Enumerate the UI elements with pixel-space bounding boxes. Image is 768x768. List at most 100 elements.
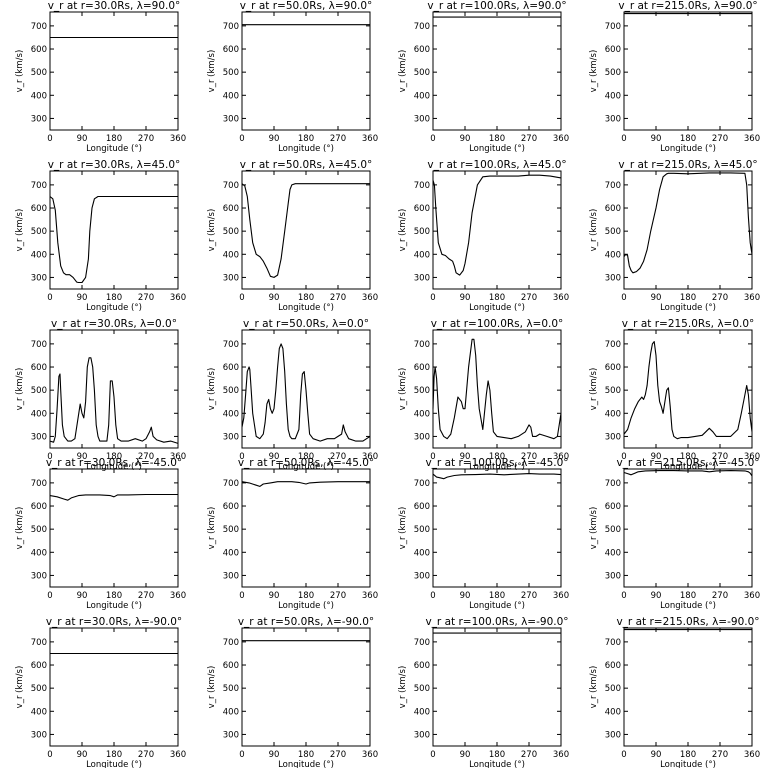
chart-panel: v_r at r=50.0Rs, λ=90.0° 0 90 180 270 360 300 4… bbox=[207, 0, 378, 154]
x-axis-label: Longitude (°) bbox=[660, 601, 716, 611]
x-tick-label: 270 bbox=[330, 591, 346, 601]
y-tick-label: 700 bbox=[31, 479, 47, 489]
y-tick-label: 700 bbox=[605, 181, 621, 191]
series-line bbox=[623, 470, 753, 477]
x-tick-label: 360 bbox=[170, 293, 186, 303]
x-tick-label: 90 bbox=[269, 591, 280, 601]
y-tick-label: 300 bbox=[414, 114, 430, 124]
series-line bbox=[623, 172, 753, 274]
plot-frame bbox=[623, 329, 753, 449]
y-axis-label: v_r (km/s) bbox=[15, 368, 25, 411]
plot-frame bbox=[432, 468, 562, 588]
y-tick-label: 500 bbox=[414, 227, 430, 237]
x-tick-label: 270 bbox=[521, 134, 537, 144]
series-line bbox=[623, 341, 753, 440]
x-axis-label: Longitude (°) bbox=[278, 462, 334, 472]
x-tick-label: 360 bbox=[362, 134, 378, 144]
y-tick-label: 500 bbox=[31, 68, 47, 78]
chart-title: v_r at r=215.0Rs, λ=45.0° bbox=[618, 159, 757, 171]
x-axis-label: Longitude (°) bbox=[278, 760, 334, 768]
x-tick-label: 90 bbox=[269, 134, 280, 144]
y-tick-label: 600 bbox=[31, 363, 47, 373]
chart-title: v_r at r=215.0Rs, λ=90.0° bbox=[618, 0, 757, 12]
x-tick-label: 180 bbox=[489, 750, 505, 760]
chart-title: v_r at r=30.0Rs, λ=45.0° bbox=[48, 159, 181, 171]
x-tick-label: 270 bbox=[712, 750, 728, 760]
y-axis-label: v_r (km/s) bbox=[589, 209, 599, 252]
x-tick-label: 90 bbox=[77, 591, 88, 601]
y-tick-label: 400 bbox=[31, 91, 47, 101]
x-tick-label: 270 bbox=[712, 293, 728, 303]
plot-frame bbox=[49, 11, 179, 131]
chart-title: v_r at r=50.0Rs, λ=45.0° bbox=[240, 159, 373, 171]
x-tick-label: 90 bbox=[460, 750, 471, 760]
x-tick-label: 360 bbox=[744, 134, 760, 144]
chart-title: v_r at r=50.0Rs, λ=0.0° bbox=[243, 318, 369, 330]
y-tick-label: 400 bbox=[223, 409, 239, 419]
y-axis-label: v_r (km/s) bbox=[15, 50, 25, 93]
x-tick-label: 360 bbox=[170, 591, 186, 601]
x-tick-label: 360 bbox=[553, 293, 569, 303]
x-tick-label: 0 bbox=[47, 293, 52, 303]
y-tick-label: 500 bbox=[605, 684, 621, 694]
y-tick-label: 300 bbox=[605, 114, 621, 124]
chart-panel: v_r at r=30.0Rs, λ=-90.0° 0 90 180 270 360 300… bbox=[15, 616, 186, 768]
x-tick-label: 180 bbox=[680, 452, 696, 462]
x-tick-label: 180 bbox=[106, 293, 122, 303]
chart-title: v_r at r=50.0Rs, λ=90.0° bbox=[240, 0, 373, 12]
y-tick-label: 400 bbox=[414, 250, 430, 260]
y-tick-label: 600 bbox=[223, 45, 239, 55]
x-tick-label: 90 bbox=[77, 750, 88, 760]
x-tick-label: 180 bbox=[106, 591, 122, 601]
y-axis-label: v_r (km/s) bbox=[589, 368, 599, 411]
chart-panel: v_r at r=50.0Rs, λ=-45.0° 0 90 180 270 360 300… bbox=[207, 457, 378, 611]
chart-panel: v_r at r=30.0Rs, λ=90.0° 0 90 180 270 360 300 4… bbox=[15, 0, 186, 154]
y-tick-label: 400 bbox=[31, 548, 47, 558]
y-tick-label: 700 bbox=[414, 181, 430, 191]
y-tick-label: 500 bbox=[414, 386, 430, 396]
x-tick-label: 360 bbox=[362, 591, 378, 601]
x-tick-label: 360 bbox=[170, 134, 186, 144]
y-tick-label: 600 bbox=[223, 363, 239, 373]
x-tick-label: 90 bbox=[77, 293, 88, 303]
y-tick-label: 500 bbox=[605, 525, 621, 535]
series-line bbox=[241, 481, 370, 487]
x-tick-label: 180 bbox=[680, 134, 696, 144]
y-tick-label: 600 bbox=[414, 363, 430, 373]
y-tick-label: 400 bbox=[605, 548, 621, 558]
plot-frame bbox=[623, 468, 753, 588]
x-tick-label: 270 bbox=[138, 293, 154, 303]
chart-panel: v_r at r=50.0Rs, λ=45.0° 0 90 180 270 360 300 4… bbox=[207, 159, 378, 313]
y-tick-label: 700 bbox=[31, 340, 47, 350]
chart-panel: v_r at r=215.0Rs, λ=-45.0° 0 90 180 270 360 30… bbox=[589, 457, 760, 611]
y-tick-label: 700 bbox=[605, 22, 621, 32]
y-tick-label: 600 bbox=[31, 45, 47, 55]
y-tick-label: 700 bbox=[605, 479, 621, 489]
y-tick-label: 500 bbox=[605, 227, 621, 237]
x-tick-label: 270 bbox=[712, 452, 728, 462]
y-tick-label: 300 bbox=[414, 273, 430, 283]
x-tick-label: 270 bbox=[521, 750, 537, 760]
x-tick-label: 90 bbox=[651, 452, 662, 462]
x-axis-label: Longitude (°) bbox=[86, 760, 142, 768]
x-tick-label: 360 bbox=[744, 591, 760, 601]
chart-title: v_r at r=100.0Rs, λ=90.0° bbox=[427, 0, 566, 12]
y-tick-label: 400 bbox=[605, 409, 621, 419]
y-tick-label: 300 bbox=[31, 571, 47, 581]
y-axis-label: v_r (km/s) bbox=[207, 507, 217, 550]
y-axis-label: v_r (km/s) bbox=[15, 666, 25, 709]
y-tick-label: 400 bbox=[605, 91, 621, 101]
y-tick-label: 600 bbox=[31, 204, 47, 214]
series-line bbox=[49, 493, 178, 501]
x-tick-label: 90 bbox=[651, 134, 662, 144]
y-tick-label: 500 bbox=[223, 386, 239, 396]
x-tick-label: 0 bbox=[239, 452, 244, 462]
y-tick-label: 500 bbox=[605, 68, 621, 78]
x-tick-label: 270 bbox=[138, 750, 154, 760]
x-tick-label: 90 bbox=[269, 750, 280, 760]
x-tick-label: 0 bbox=[430, 452, 435, 462]
y-tick-label: 500 bbox=[31, 525, 47, 535]
x-tick-label: 180 bbox=[298, 134, 314, 144]
x-tick-label: 180 bbox=[106, 452, 122, 462]
x-tick-label: 180 bbox=[680, 591, 696, 601]
